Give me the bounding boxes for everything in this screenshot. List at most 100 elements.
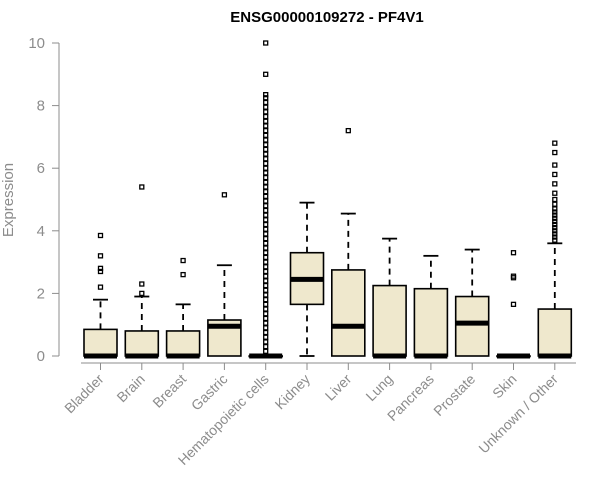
outlier-point bbox=[263, 123, 269, 129]
outlier-point bbox=[552, 162, 558, 168]
y-axis-label: Expression bbox=[0, 163, 17, 237]
x-tick-label: Liver bbox=[322, 371, 355, 404]
box-group bbox=[83, 232, 118, 359]
outlier-point bbox=[263, 278, 269, 284]
box-group bbox=[165, 257, 201, 359]
outlier-point bbox=[263, 273, 269, 279]
outlier-point bbox=[263, 71, 269, 77]
outlier-point bbox=[552, 234, 558, 240]
outlier-point bbox=[552, 237, 558, 243]
outlier-point bbox=[552, 140, 558, 146]
outlier-point bbox=[263, 264, 269, 270]
outlier-point bbox=[97, 253, 104, 259]
outlier-point bbox=[552, 215, 558, 221]
outlier-point bbox=[552, 212, 558, 218]
box-group bbox=[413, 254, 449, 359]
outlier-point bbox=[263, 301, 269, 308]
box-group bbox=[537, 140, 573, 359]
outlier-point bbox=[180, 257, 186, 264]
outlier-point bbox=[139, 290, 145, 297]
box-group bbox=[372, 237, 407, 359]
outlier-point bbox=[139, 184, 145, 190]
outlier-point bbox=[263, 259, 269, 265]
outlier-point bbox=[263, 127, 269, 134]
outlier-point bbox=[263, 339, 269, 345]
box-group bbox=[124, 184, 160, 359]
outlier-point bbox=[263, 165, 269, 171]
outlier-point bbox=[263, 146, 269, 153]
outlier-point bbox=[510, 250, 517, 256]
chart-title: ENSG00000109272 - PF4V1 bbox=[230, 9, 423, 26]
outlier-point bbox=[263, 254, 269, 261]
outlier-point bbox=[263, 170, 269, 176]
outlier-point bbox=[263, 212, 269, 218]
outlier-point bbox=[263, 109, 269, 115]
outlier-point bbox=[263, 226, 269, 232]
x-tick-label: Kidney bbox=[272, 371, 314, 413]
outlier-point bbox=[263, 287, 269, 293]
y-ticks: 0 2 4 6 8 10 bbox=[28, 35, 59, 365]
outlier-point bbox=[552, 221, 558, 228]
box-group bbox=[496, 250, 531, 359]
box bbox=[454, 295, 490, 357]
outlier-point bbox=[263, 348, 269, 354]
outlier-point bbox=[180, 271, 186, 278]
outlier-point bbox=[263, 250, 269, 256]
y-tick-label: 4 bbox=[37, 223, 45, 240]
outlier-point bbox=[97, 268, 104, 275]
outlier-point bbox=[263, 311, 269, 317]
box bbox=[413, 287, 449, 357]
outlier-point bbox=[263, 315, 269, 322]
y-tick-label: 6 bbox=[37, 160, 45, 177]
x-tick-label: Skin bbox=[489, 371, 520, 402]
outlier-point bbox=[552, 218, 558, 225]
outlier-point bbox=[263, 151, 269, 157]
y-tick-label: 10 bbox=[28, 35, 45, 52]
box bbox=[83, 328, 118, 357]
outlier-point bbox=[263, 99, 269, 106]
outlier-point bbox=[263, 174, 269, 181]
outlier-point bbox=[263, 235, 269, 242]
outlier-point bbox=[263, 198, 269, 204]
box bbox=[165, 330, 201, 357]
outlier-point bbox=[263, 132, 269, 138]
box-group bbox=[248, 40, 283, 359]
outlier-point bbox=[510, 273, 517, 279]
outlier-point bbox=[263, 245, 269, 251]
outlier-point bbox=[552, 149, 558, 156]
outlier-point bbox=[97, 284, 104, 290]
outlier-point bbox=[263, 320, 269, 326]
box bbox=[124, 330, 160, 357]
x-tick-label: Breast bbox=[149, 371, 189, 411]
box-group bbox=[330, 127, 366, 357]
outlier-point bbox=[97, 232, 104, 239]
x-tick-label: Bladder bbox=[61, 371, 107, 417]
outlier-point bbox=[263, 207, 269, 214]
y-tick-label: 0 bbox=[37, 348, 45, 365]
outlier-point bbox=[221, 192, 228, 198]
outlier-point bbox=[345, 127, 351, 134]
outlier-point bbox=[263, 104, 269, 110]
outlier-point bbox=[263, 91, 269, 98]
outlier-point bbox=[263, 292, 269, 298]
box bbox=[372, 284, 407, 357]
outlier-point bbox=[552, 209, 558, 215]
x-tick-label: Lung bbox=[362, 371, 395, 404]
outlier-point bbox=[263, 282, 269, 289]
outlier-point bbox=[263, 184, 269, 190]
x-tick-label: Brain bbox=[113, 371, 147, 405]
outlier-point bbox=[552, 196, 558, 203]
outlier-point bbox=[263, 179, 269, 185]
outlier-point bbox=[552, 190, 558, 196]
outlier-point bbox=[552, 171, 558, 178]
x-tick-label: Prostate bbox=[430, 371, 478, 419]
outlier-point bbox=[263, 113, 269, 120]
outlier-point bbox=[263, 334, 269, 340]
outlier-point bbox=[263, 325, 269, 331]
outlier-point bbox=[552, 228, 558, 234]
box bbox=[330, 269, 366, 357]
outlier-point bbox=[263, 297, 269, 303]
outlier-point bbox=[263, 329, 269, 336]
outlier-point bbox=[552, 231, 558, 237]
